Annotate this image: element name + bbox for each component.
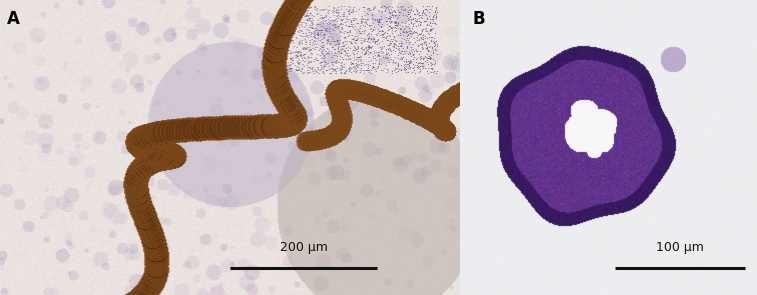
Text: B: B xyxy=(472,10,484,28)
Text: A: A xyxy=(7,10,20,28)
Text: 100 μm: 100 μm xyxy=(656,241,704,254)
Text: 200 μm: 200 μm xyxy=(280,241,328,254)
